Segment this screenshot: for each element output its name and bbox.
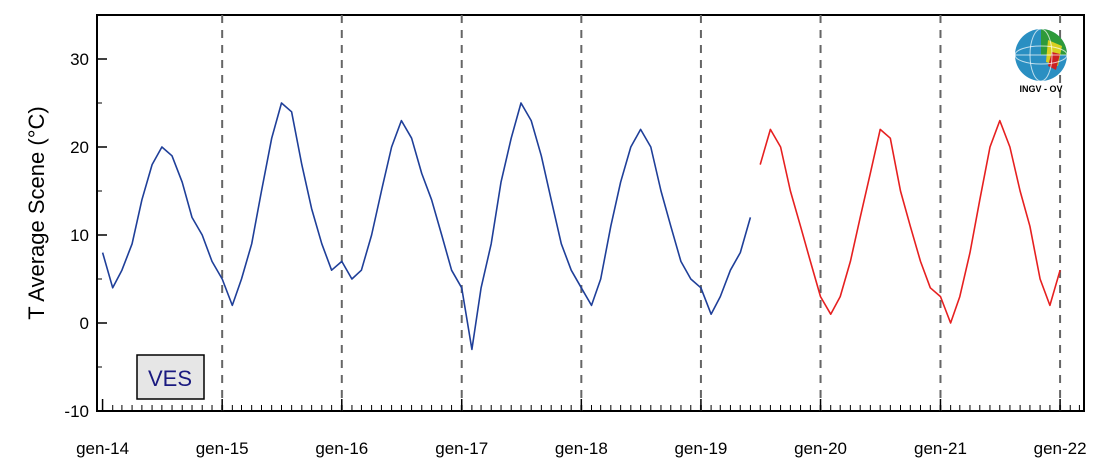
- x-tick-label: gen-18: [555, 439, 608, 458]
- x-tick-label: gen-21: [914, 439, 967, 458]
- x-tick-label: gen-22: [1034, 439, 1087, 458]
- y-axis-label: T Average Scene (°C): [24, 106, 49, 319]
- station-badge: VES: [136, 354, 205, 400]
- dashed-vlines: [221, 15, 1062, 411]
- y-tick-label: 0: [80, 314, 89, 333]
- logo-label: INGV - OV: [1019, 84, 1062, 94]
- y-tick-label: 10: [70, 226, 89, 245]
- x-tick-label: gen-19: [674, 439, 727, 458]
- series-line-2: [759, 119, 1061, 324]
- series-line-1: [101, 102, 752, 351]
- x-tick-label: gen-14: [76, 439, 129, 458]
- x-tick-label: gen-20: [794, 439, 847, 458]
- x-tick-label: gen-15: [196, 439, 249, 458]
- x-ticks: gen-14 gen-15 gen-16 gen-17 gen-18 gen-19 gen-…: [76, 399, 1087, 458]
- x-tick-label: gen-16: [315, 439, 368, 458]
- station-badge-label: VES: [148, 366, 192, 391]
- series-group: [101, 102, 1061, 351]
- y-tick-label: -10: [64, 402, 89, 421]
- y-tick-label: 20: [70, 138, 89, 157]
- x-tick-label: gen-17: [435, 439, 488, 458]
- ingv-logo: INGV - OV: [1014, 28, 1068, 94]
- y-ticks: -10 0 10 20 30: [64, 14, 107, 421]
- plot-frame: [96, 14, 1085, 412]
- y-tick-label: 30: [70, 50, 89, 69]
